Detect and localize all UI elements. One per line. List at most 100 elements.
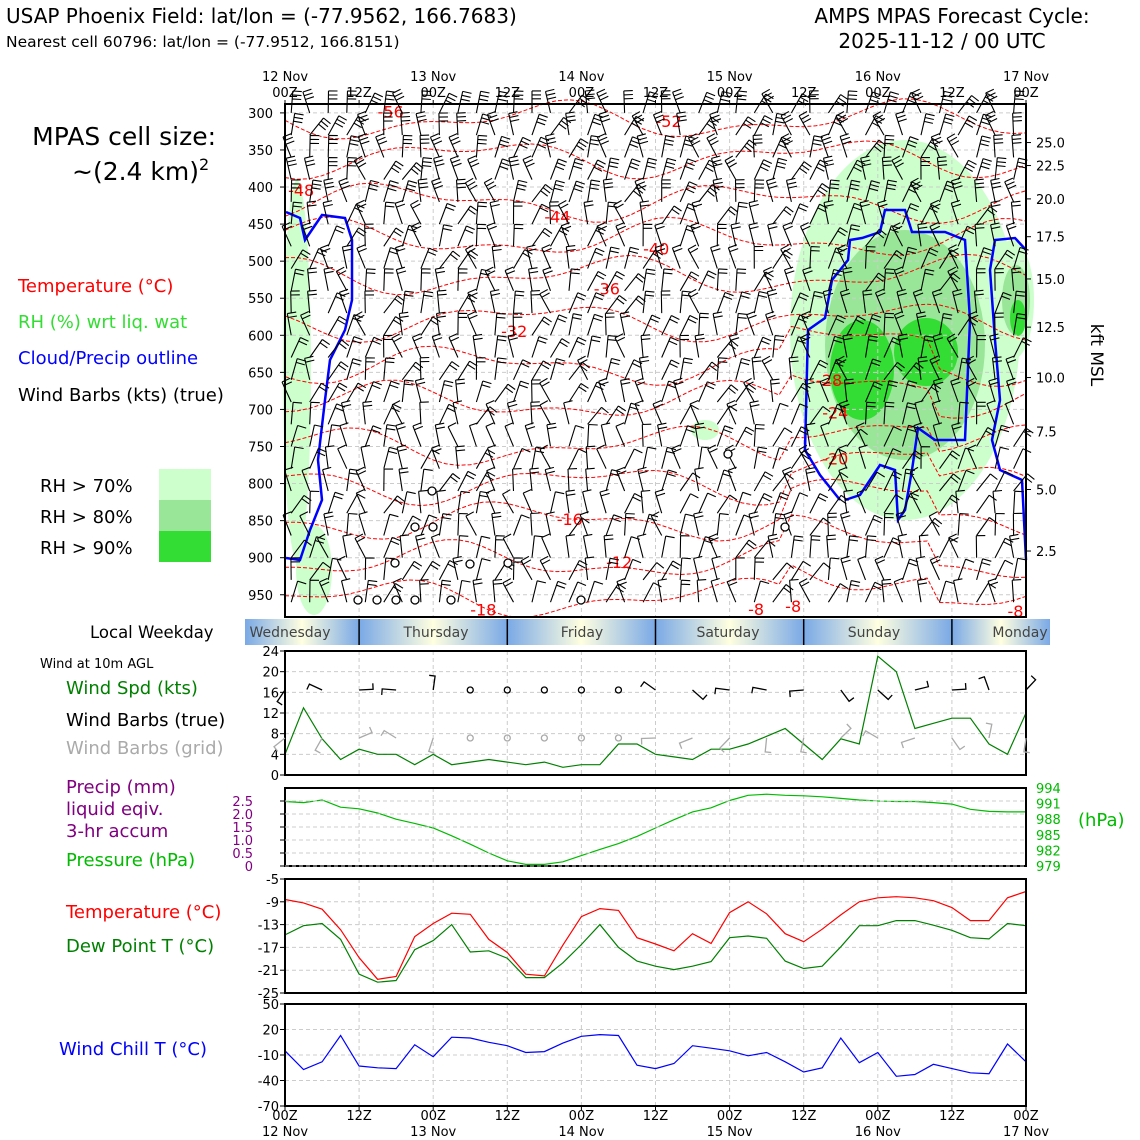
pressure-tick-label: 700 — [248, 403, 273, 418]
wind-barb — [492, 578, 503, 603]
wind-barb — [967, 310, 979, 336]
wind-barb — [707, 444, 718, 469]
wind-barb — [486, 222, 497, 247]
wind-barb — [340, 578, 351, 603]
top-date-label: 14 Nov — [558, 70, 604, 85]
wind-barb — [883, 401, 895, 425]
temperature-ytick-label: -13 — [258, 919, 279, 934]
wind-barb — [827, 268, 843, 291]
wind-barb — [753, 115, 773, 136]
wind-barb — [976, 113, 993, 136]
wind-barb — [346, 358, 362, 380]
wind-barb — [939, 249, 959, 269]
wind-barb — [846, 535, 859, 558]
swatch-rh80 — [159, 500, 211, 531]
isotherm-line — [284, 182, 1027, 224]
wind-barb — [512, 359, 532, 381]
wind-barb — [957, 159, 977, 180]
wind-barb — [716, 357, 728, 380]
wind-barb — [410, 222, 422, 247]
wind-barb — [798, 578, 811, 603]
wind-barb — [965, 377, 978, 403]
wind-barb — [531, 535, 544, 558]
wind-barb — [846, 90, 858, 113]
wind-barb — [799, 333, 811, 358]
wind-barb — [587, 159, 606, 180]
wind10m-calm-circle — [540, 686, 548, 694]
kft-tick-label: 22.5 — [1036, 160, 1065, 175]
wind-barb — [346, 493, 366, 514]
wind-barb — [285, 155, 297, 180]
wind-barb — [522, 155, 535, 180]
wind-barb — [364, 425, 382, 447]
wind-barb — [909, 466, 922, 492]
wind-barb — [346, 115, 367, 136]
wind-barb — [822, 289, 834, 314]
wind-barb — [485, 399, 496, 425]
wind-barb — [679, 557, 691, 580]
pressure-tick-label: 350 — [248, 144, 273, 159]
wind-frame — [284, 650, 1027, 776]
wind-barb — [798, 111, 812, 136]
wind-barb — [438, 361, 460, 381]
wind-barb — [910, 177, 923, 203]
wind-barb — [661, 380, 678, 403]
wind-barb — [735, 312, 748, 336]
bottom-hour-label: 00Z — [272, 1109, 298, 1124]
wind-barb — [457, 490, 470, 514]
wind-barb — [323, 177, 335, 203]
wind-barb — [452, 555, 463, 581]
wind-barb — [309, 424, 324, 447]
wind10m-calm-circle — [503, 734, 511, 742]
wind-barb — [865, 581, 884, 603]
wind-barb — [455, 445, 466, 469]
wind-barb — [827, 557, 840, 580]
wind-barb — [395, 266, 407, 291]
wind-barb — [822, 155, 835, 180]
wind-barb — [790, 203, 809, 225]
kft-tick-label: 12.5 — [1036, 321, 1065, 336]
wind-barb — [544, 466, 555, 492]
wind-barb — [735, 268, 747, 291]
wind-barb — [735, 557, 745, 580]
wind-barb — [819, 377, 831, 403]
wind10m-barb — [1023, 737, 1030, 754]
pressure-tick-label: 850 — [248, 515, 273, 530]
wind-barb — [568, 268, 581, 291]
wind-barb — [687, 288, 700, 314]
wind-barb — [915, 311, 927, 336]
wind-barb — [809, 535, 821, 558]
wind-barb — [364, 268, 376, 291]
wind-barb — [605, 405, 627, 425]
wind-barb — [512, 468, 522, 492]
wind-barb — [341, 244, 353, 269]
wind-barb — [679, 357, 693, 380]
temperature-ytick-label: -21 — [258, 964, 279, 979]
wind-barb — [726, 399, 738, 425]
wind-barb — [691, 199, 703, 225]
isotherm-line — [284, 564, 1027, 618]
wind-barb — [338, 288, 350, 314]
wind-barb — [375, 133, 388, 158]
wind-barb — [468, 422, 479, 447]
wind-barb — [549, 491, 565, 514]
wind-barb — [679, 315, 699, 336]
wind-barb — [364, 179, 380, 203]
wind-barb — [364, 357, 375, 380]
wind-barb — [1013, 157, 1028, 180]
wind-barb — [716, 494, 738, 514]
wind-barb — [710, 244, 721, 269]
wind-barb — [901, 380, 918, 403]
wind-barb — [383, 403, 402, 425]
isotherm-label: -32 — [501, 322, 527, 341]
wind-barb — [457, 470, 477, 492]
wind-barb — [679, 535, 690, 558]
wind-barb — [1013, 313, 1027, 336]
wind-barb — [522, 488, 533, 514]
wind-barb — [394, 199, 406, 225]
wind-barb — [323, 511, 334, 536]
wind-barb — [790, 492, 809, 514]
wind-barb — [360, 444, 370, 469]
wind-barb — [788, 356, 799, 380]
